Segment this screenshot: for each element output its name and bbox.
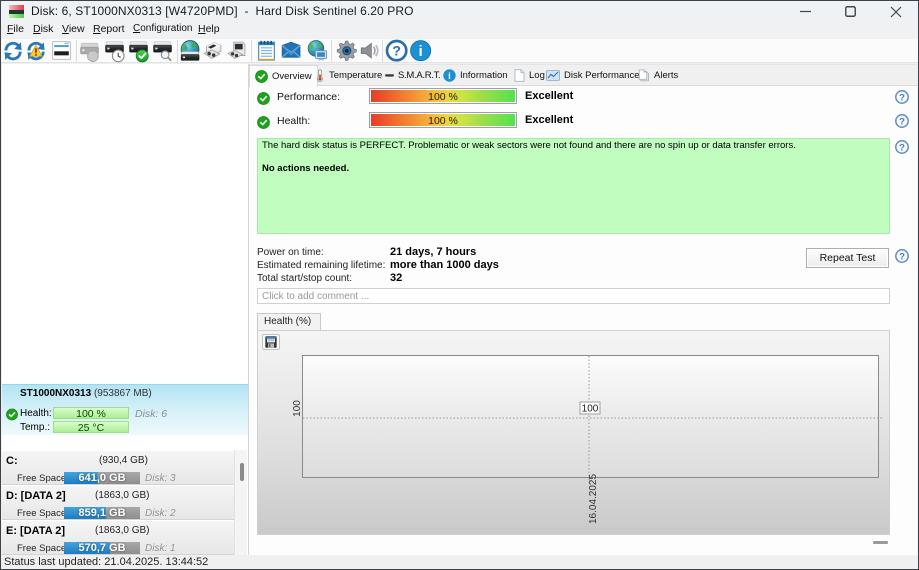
svg-text:?: ? — [899, 93, 905, 104]
svg-text:?: ? — [899, 143, 905, 154]
svg-text:?: ? — [899, 117, 905, 128]
svg-text:16.04.2025: 16.04.2025 — [588, 474, 599, 524]
svg-text:i: i — [448, 71, 451, 82]
svg-text:100: 100 — [582, 404, 599, 415]
svg-text:i: i — [419, 44, 423, 60]
svg-text:100: 100 — [292, 400, 303, 417]
svg-text:?: ? — [899, 252, 905, 263]
svg-text:?: ? — [392, 43, 401, 59]
